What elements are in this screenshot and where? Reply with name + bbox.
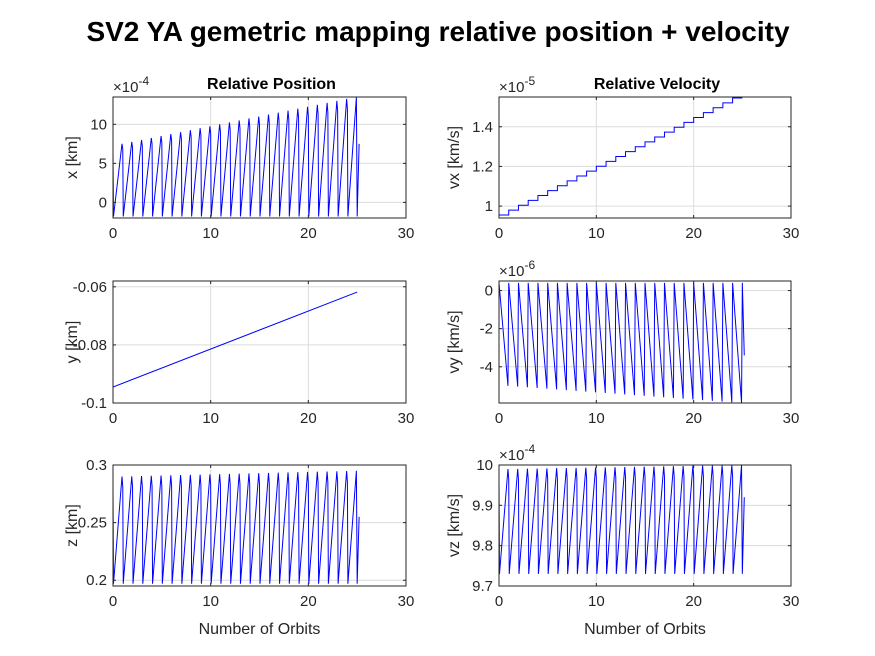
subplot-vy: 0 10 20 30 -4 -2 0 vy [km/s] ×10-6 [446,258,799,427]
y-tick-label: -0.06 [73,279,107,296]
x-tick-label: 10 [588,225,605,242]
series-line-z [113,470,360,584]
series-line-vy [499,282,745,403]
x-tick-label: 30 [783,410,800,427]
y-tick-label: 0 [99,194,107,211]
x-tick-label: 30 [398,410,415,427]
y-tick-label: 9.8 [472,538,493,555]
series-line-vx [499,97,743,216]
subplot-title: Relative Velocity [594,76,720,93]
series-line-x [113,97,360,217]
y-tick-label: 1.4 [472,119,493,136]
y-axis-label: x [km] [64,136,81,179]
y-tick-label: 9.7 [472,578,493,595]
x-tick-label: 0 [495,410,503,427]
y-axis-label: y [km] [64,321,81,364]
y-tick-label: 5 [99,155,107,172]
subplot-z: 0 10 20 30 0.2 0.25 0.3 z [km] Number of Orbits [64,457,414,638]
y-tick-label: 0.2 [86,572,107,589]
y-axis-label: z [km] [64,504,81,547]
x-tick-label: 20 [300,593,317,610]
axes-box [498,464,792,587]
x-axis-label: Number of Orbits [199,621,321,638]
subplot-vz: 0 10 20 30 9.7 9.8 9.9 10 vz [km/s] Number of Orb… [446,442,799,638]
y-tick-label: 0 [485,283,493,300]
x-tick-label: 10 [202,410,219,427]
y-tick-label: 1 [485,198,493,215]
x-tick-label: 10 [588,410,605,427]
subplot-vx: 0 10 20 30 1 1.2 1.4 vx [km/s] Relative Velocity… [446,74,799,242]
y-tick-label: 0.25 [78,515,107,532]
x-tick-label: 30 [783,225,800,242]
y-tick-label: 0.3 [86,457,107,474]
x-axis-label: Number of Orbits [584,621,706,638]
plot-area [499,97,791,218]
x-tick-label: 20 [300,410,317,427]
y-axis-label: vy [km/s] [446,310,463,373]
series-line-vz [499,465,745,574]
axis-exponent: ×10-5 [499,74,535,96]
x-tick-label: 20 [685,225,702,242]
y-tick-label: -4 [480,359,493,376]
axis-exponent: ×10-6 [499,258,535,280]
subplot-y: 0 10 20 30 -0.1 -0.08 -0.06 y [km] [64,279,414,427]
y-tick-label: 10 [90,116,107,133]
figure-title: SV2 YA gemetric mapping relative positio… [86,16,790,47]
x-tick-label: 30 [398,225,415,242]
axes-box [112,96,407,219]
axes-box [498,96,792,219]
subplot-title: Relative Position [207,76,336,93]
y-tick-label: 9.9 [472,497,493,514]
x-tick-label: 0 [495,593,503,610]
y-tick-label: -0.08 [73,337,107,354]
plot-area [113,281,406,403]
y-tick-label: 1.2 [472,158,493,175]
x-tick-label: 0 [109,410,117,427]
x-tick-label: 0 [495,225,503,242]
y-tick-label: -2 [480,321,493,338]
x-tick-label: 10 [588,593,605,610]
x-tick-label: 30 [398,593,415,610]
x-tick-label: 0 [109,225,117,242]
y-axis-label: vz [km/s] [446,494,463,557]
y-axis-label: vx [km/s] [446,126,463,189]
x-tick-label: 10 [202,593,219,610]
axes-box [112,464,407,587]
x-tick-label: 20 [685,593,702,610]
y-tick-label: 10 [476,457,493,474]
axis-exponent: ×10-4 [499,442,535,464]
x-tick-label: 20 [685,410,702,427]
x-tick-label: 10 [202,225,219,242]
axis-exponent: ×10-4 [113,74,149,96]
y-tick-label: -0.1 [81,395,107,412]
series-line-y [113,291,358,388]
axes-box [498,280,792,404]
subplot-x: 0 10 20 30 0 5 10 x [km] Relative Position ×10-4 [64,74,414,242]
x-tick-label: 20 [300,225,317,242]
axes-box [112,280,407,404]
x-tick-label: 0 [109,593,117,610]
x-tick-label: 30 [783,593,800,610]
